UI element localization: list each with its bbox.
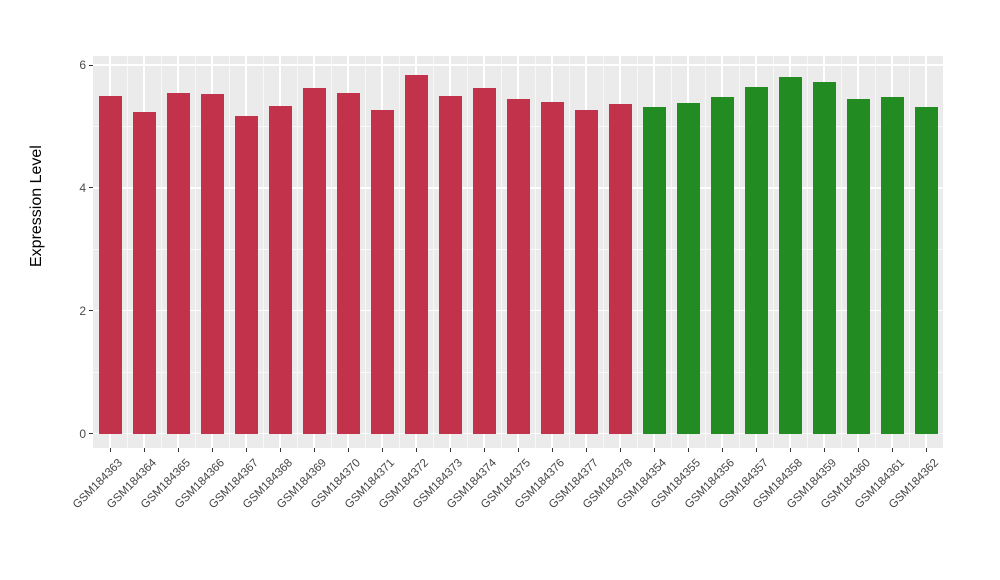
bar-GSM184359 [812, 82, 836, 434]
gridline-minor-v [874, 56, 876, 448]
x-tick [585, 448, 587, 452]
x-tick [143, 448, 145, 452]
y-tick-label: 4 [79, 180, 86, 195]
gridline-minor-v [738, 56, 740, 448]
x-tick [313, 448, 315, 452]
gridline-minor-v [568, 56, 570, 448]
x-tick [755, 448, 757, 452]
x-tick [517, 448, 519, 452]
x-tick [279, 448, 281, 452]
gridline-minor-v [330, 56, 332, 448]
bar-GSM184364 [132, 111, 156, 434]
gridline-minor-v [670, 56, 672, 448]
bar-GSM184362 [914, 106, 938, 434]
gridline-minor-v [534, 56, 536, 448]
bar-GSM184358 [778, 77, 802, 434]
bar-GSM184356 [710, 96, 734, 434]
x-tick [109, 448, 111, 452]
gridline-minor-v [160, 56, 162, 448]
x-tick [415, 448, 417, 452]
gridline-minor-v [908, 56, 910, 448]
bar-GSM184372 [404, 74, 428, 434]
bar-GSM184361 [880, 96, 904, 434]
x-tick [551, 448, 553, 452]
gridline-minor-v [772, 56, 774, 448]
plot-panel [93, 56, 943, 448]
x-tick [653, 448, 655, 452]
gridline-minor-v [704, 56, 706, 448]
gridline-minor-v [126, 56, 128, 448]
bar-GSM184367 [234, 116, 258, 434]
y-tick [89, 187, 93, 189]
y-tick-label: 6 [79, 58, 86, 72]
bar-GSM184357 [744, 87, 768, 434]
bar-GSM184360 [846, 98, 870, 434]
y-tick-label: 0 [79, 426, 86, 441]
bar-GSM184366 [200, 93, 224, 434]
gridline-minor-v [296, 56, 298, 448]
bar-GSM184377 [574, 109, 598, 434]
gridline-minor-v [840, 56, 842, 448]
gridline-minor-v [806, 56, 808, 448]
x-tick [483, 448, 485, 452]
bar-GSM184374 [472, 88, 496, 434]
y-axis-title: Expression Level [28, 145, 45, 267]
bar-GSM184375 [506, 98, 530, 434]
gridline-minor-v [432, 56, 434, 448]
bar-GSM184363 [98, 95, 122, 434]
bar-GSM184368 [268, 105, 292, 434]
gridline-minor-v [636, 56, 638, 448]
x-tick [347, 448, 349, 452]
gridline-minor-v [194, 56, 196, 448]
x-tick [245, 448, 247, 452]
x-tick [823, 448, 825, 452]
bar-GSM184378 [608, 104, 632, 434]
x-tick [925, 448, 927, 452]
x-tick [857, 448, 859, 452]
x-tick [721, 448, 723, 452]
x-tick [211, 448, 213, 452]
bar-GSM184369 [302, 88, 326, 434]
y-tick [89, 64, 93, 66]
y-tick-label: 2 [79, 303, 86, 318]
y-tick [89, 310, 93, 312]
gridline-minor-v [364, 56, 366, 448]
x-tick [789, 448, 791, 452]
y-tick [89, 433, 93, 434]
bar-GSM184354 [642, 107, 666, 434]
x-tick [177, 448, 179, 452]
bar-GSM184365 [166, 93, 190, 434]
bar-GSM184355 [676, 102, 700, 434]
bar-GSM184371 [370, 110, 394, 434]
x-tick [449, 448, 451, 452]
gridline-minor-v [602, 56, 604, 448]
bar-GSM184370 [336, 92, 360, 434]
gridline-minor-v [500, 56, 502, 448]
gridline-minor-v [466, 56, 468, 448]
bar-GSM184373 [438, 95, 462, 434]
gridline-minor-v [228, 56, 230, 448]
x-tick [891, 448, 893, 452]
x-tick [381, 448, 383, 452]
gridline-minor-v [262, 56, 264, 448]
gridline-minor-v [398, 56, 400, 448]
x-tick [687, 448, 689, 452]
x-tick [619, 448, 621, 452]
bar-GSM184376 [540, 101, 564, 434]
